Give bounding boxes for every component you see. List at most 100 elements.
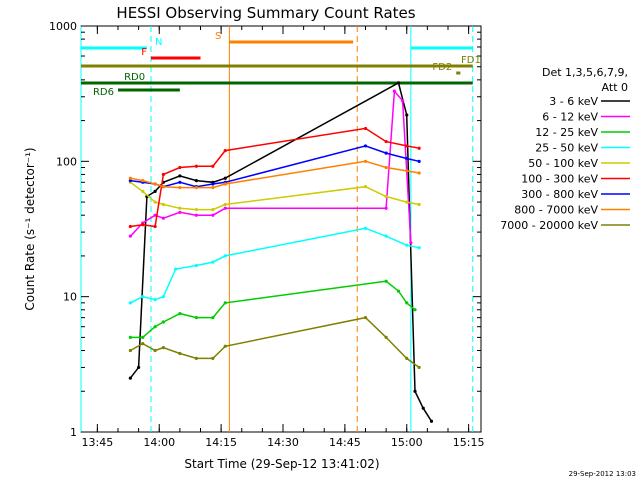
series-point-7000-20000-kev [405,356,409,360]
series-point-800-7000-kev [384,165,388,170]
series-line-25-50-kev [130,227,420,304]
series-point-50-100-kev [417,202,421,207]
series-point-25-50-kev [194,263,198,268]
series-point-6-12-kev [161,216,165,220]
series-point-7000-20000-kev [161,346,165,350]
series-point-3-6-kev [223,176,227,180]
series-point-7000-20000-kev [223,344,227,348]
series-point-100-300-kev [211,164,215,168]
series-point-3-6-kev [194,179,198,183]
x-tick-label-5: 15:00 [391,436,423,449]
series-point-12-25-kev [396,289,401,293]
series-point-6-12-kev [223,206,227,210]
series-point-25-50-kev [405,243,409,247]
series-line-12-25-kev [130,280,416,339]
series-line-7000-20000-kev [130,316,420,369]
series-point-25-50-kev [161,295,165,299]
x-tick-label-2: 14:15 [205,436,237,449]
series-point-800-7000-kev [141,179,145,183]
series-point-7000-20000-kev [128,348,132,353]
series-point-6-12-kev [392,89,396,93]
series-point-25-50-kev [141,295,145,299]
series-point-7000-20000-kev [178,351,182,356]
series-point-50-100-kev [161,202,165,207]
series-point-300-800-kev [211,182,215,186]
series-point-800-7000-kev [223,182,227,186]
series-point-50-100-kev [223,202,227,207]
legend-header-line1: Det 1,3,5,6,7,9, [542,66,628,79]
legend-label-3-6-kev: 3 - 6 keV [549,95,598,108]
series-point-3-6-kev [421,406,425,410]
series-point-6-12-kev [178,210,182,214]
legend-label-12-25-kev: 12 - 25 keV [535,126,598,139]
series-point-50-100-kev [141,189,145,193]
series-point-12-25-kev [211,316,215,320]
series-point-25-50-kev [153,298,157,302]
series-point-12-25-kev [413,308,417,312]
series-point-800-7000-kev [178,185,182,190]
series-point-50-100-kev [405,200,409,204]
series-point-6-12-kev [211,213,215,217]
series-point-100-300-kev [417,146,421,150]
series-point-12-25-kev [384,279,388,283]
series-point-7000-20000-kev [141,341,145,346]
series-point-7000-20000-kev [417,365,421,370]
flag-label-n: N [155,37,162,48]
series-point-100-300-kev [128,224,132,229]
series-point-100-300-kev [223,149,227,153]
y-tick-label-2: 100 [56,155,77,168]
series-point-800-7000-kev [161,185,165,189]
series-point-300-800-kev [178,180,182,184]
series-point-3-6-kev [137,365,141,370]
legend-label-300-800-kev: 300 - 800 keV [521,188,598,201]
series-point-7000-20000-kev [153,348,157,353]
flag-label-fd2: FD2 [432,62,452,73]
y-tick-label-3: 1000 [49,20,77,33]
series-point-3-6-kev [429,419,434,423]
series-point-3-6-kev [413,389,417,393]
legend-label-50-100-kev: 50 - 100 keV [528,157,598,170]
series-point-300-800-kev [405,156,409,161]
series-point-25-50-kev [128,301,132,305]
legend-label-25-50-kev: 25 - 50 keV [535,142,598,155]
flag-label-fd1: FD1 [461,55,481,66]
series-point-12-25-kev [178,311,182,316]
series-point-3-6-kev [128,376,132,380]
series-point-100-300-kev [363,126,368,131]
series-point-12-25-kev [153,325,157,329]
series-line-6-12-kev [129,89,412,243]
series-point-50-100-kev [384,194,388,199]
series-point-3-6-kev [396,81,401,85]
series-point-7000-20000-kev [384,335,388,340]
flag-label-rd6: RD6 [93,87,114,98]
series-point-800-7000-kev [211,185,215,190]
series-line-100-300-kev [130,127,420,228]
series-point-25-50-kev [174,267,178,271]
x-tick-label-0: 13:45 [82,436,114,449]
series-point-50-100-kev [194,207,198,212]
series-point-100-300-kev [153,224,157,229]
series-point-800-7000-kev [194,185,198,190]
series-point-100-300-kev [194,164,198,168]
series-point-25-50-kev [211,260,215,264]
series-point-50-100-kev [211,207,215,212]
series-point-6-12-kev [194,213,198,217]
series-point-100-300-kev [178,165,182,170]
series-point-12-25-kev [405,301,409,305]
series-point-800-7000-kev [363,159,368,163]
series-point-100-300-kev [384,139,388,144]
series-point-300-800-kev [363,144,368,148]
series-point-6-12-kev [409,241,413,245]
series-point-50-100-kev [363,185,368,189]
y-axis-label: Count Rate (s⁻¹ detector⁻¹) [23,147,37,310]
series-point-12-25-kev [128,335,132,340]
series-point-7000-20000-kev [194,356,198,360]
series-point-3-6-kev [405,113,409,117]
series-point-7000-20000-kev [363,316,368,320]
series-point-12-25-kev [194,316,198,320]
series-point-100-300-kev [405,144,409,148]
legend-label-100-300-kev: 100 - 300 keV [521,173,598,186]
series-point-25-50-kev [223,254,227,258]
